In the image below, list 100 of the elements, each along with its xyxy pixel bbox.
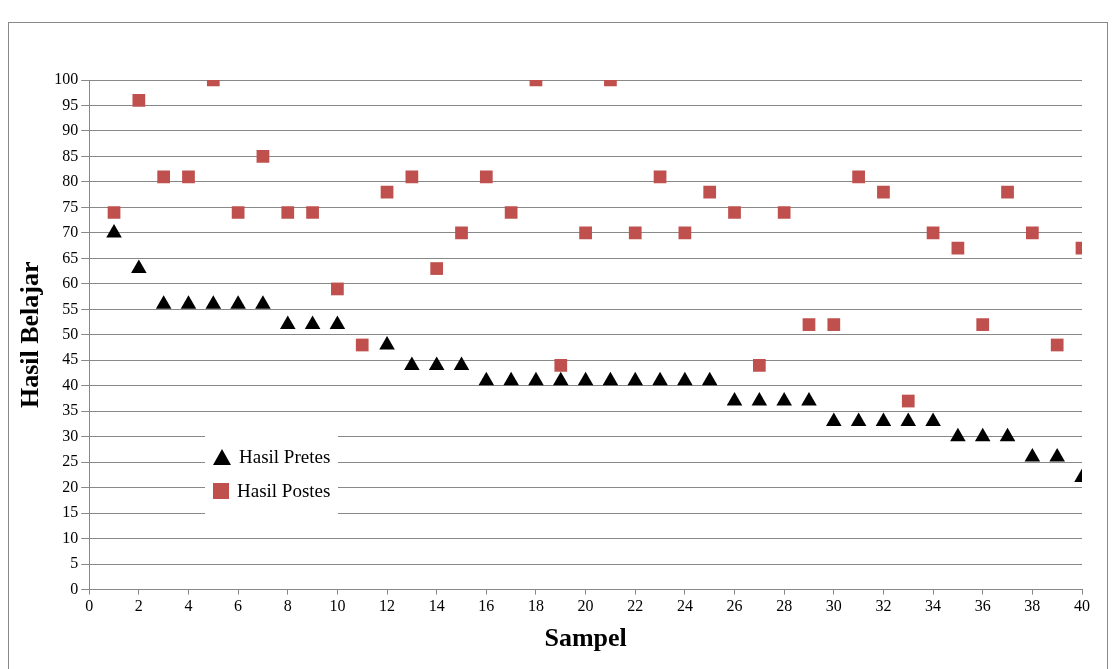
x-tick-label: 20 [577, 597, 594, 615]
y-tick-label: 15 [62, 503, 79, 521]
point [306, 206, 319, 219]
point [826, 412, 842, 426]
y-axis-title: Hasil Belajar [15, 261, 45, 409]
x-tick-label: 38 [1024, 597, 1041, 615]
point [703, 185, 717, 199]
point [579, 226, 592, 240]
point [777, 206, 791, 219]
point [180, 295, 197, 309]
point [379, 335, 395, 350]
point [231, 206, 245, 219]
point [976, 318, 990, 331]
y-tick-label: 10 [62, 528, 79, 546]
x-tick-label: 32 [875, 597, 892, 615]
point [230, 295, 246, 309]
point [428, 356, 445, 370]
y-tick-label: 80 [62, 172, 79, 190]
x-tick-label: 4 [184, 597, 193, 615]
point [901, 394, 915, 408]
point [1026, 226, 1039, 240]
x-tick-label: 28 [776, 597, 793, 615]
y-tick-label: 100 [54, 70, 79, 88]
x-tick-label: 14 [428, 597, 445, 615]
point [677, 371, 693, 386]
point [205, 295, 222, 309]
point [1001, 185, 1014, 199]
point [728, 206, 741, 219]
y-tick-label: 70 [62, 223, 79, 241]
point [726, 392, 743, 406]
point [801, 392, 817, 406]
point [281, 206, 295, 219]
point [751, 392, 768, 406]
point [827, 318, 841, 331]
x-tick-label: 36 [974, 597, 991, 615]
x-tick-label: 10 [329, 597, 346, 615]
y-tick-label: 95 [62, 95, 79, 113]
point [331, 282, 344, 296]
point [479, 170, 493, 184]
point [329, 315, 346, 330]
point [577, 371, 594, 386]
point [455, 226, 468, 240]
point [602, 371, 619, 386]
x-tick-label: 0 [85, 597, 94, 615]
x-tick-label: 8 [283, 597, 292, 615]
legend-label: Hasil Pretes [239, 446, 331, 468]
point [304, 315, 321, 330]
point [628, 226, 642, 240]
point [255, 295, 271, 309]
point [552, 371, 569, 386]
point [1049, 448, 1065, 462]
point [155, 295, 172, 309]
x-tick-label: 26 [726, 597, 743, 615]
point [652, 371, 668, 386]
point [453, 356, 470, 370]
point [900, 412, 917, 426]
x-tick-label: 18 [527, 597, 544, 615]
point [504, 206, 518, 219]
y-tick-label: 35 [62, 401, 79, 419]
legend-label: Hasil Postes [237, 480, 331, 502]
point [405, 170, 419, 184]
point [1050, 338, 1064, 352]
x-tick-label: 12 [379, 597, 396, 615]
point [802, 318, 816, 331]
y-tick-label: 60 [62, 274, 79, 292]
y-tick-label: 50 [62, 325, 79, 342]
point [875, 412, 892, 426]
x-tick-label: 34 [925, 597, 942, 615]
y-tick-label: 85 [62, 146, 79, 164]
x-tick-label: 16 [478, 597, 495, 615]
point [404, 356, 420, 370]
x-tick-label: 6 [234, 597, 243, 615]
y-tick-label: 45 [62, 350, 79, 368]
y-tick-label: 20 [62, 477, 79, 495]
point [752, 359, 766, 372]
point [279, 315, 296, 330]
y-tick-label: 75 [62, 197, 79, 215]
y-tick-label: 30 [62, 426, 79, 444]
x-tick-label: 22 [627, 597, 644, 615]
y-tick-label: 65 [62, 248, 79, 266]
point [877, 185, 890, 199]
point [701, 371, 718, 386]
y-tick-label: 90 [62, 121, 79, 139]
point [355, 338, 369, 352]
point [1024, 448, 1041, 462]
point [951, 241, 965, 255]
point [999, 427, 1016, 442]
y-tick-label: 40 [62, 375, 79, 393]
point [131, 259, 147, 274]
point [950, 427, 966, 442]
x-tick-label: 40 [1074, 597, 1090, 615]
point [430, 262, 444, 275]
point [503, 371, 519, 386]
point [107, 206, 121, 219]
y-tick-label: 55 [62, 299, 79, 317]
point [528, 371, 544, 386]
point [478, 371, 495, 386]
x-tick-label: 24 [676, 597, 693, 615]
y-tick-label: 0 [70, 579, 79, 597]
point [132, 94, 146, 107]
